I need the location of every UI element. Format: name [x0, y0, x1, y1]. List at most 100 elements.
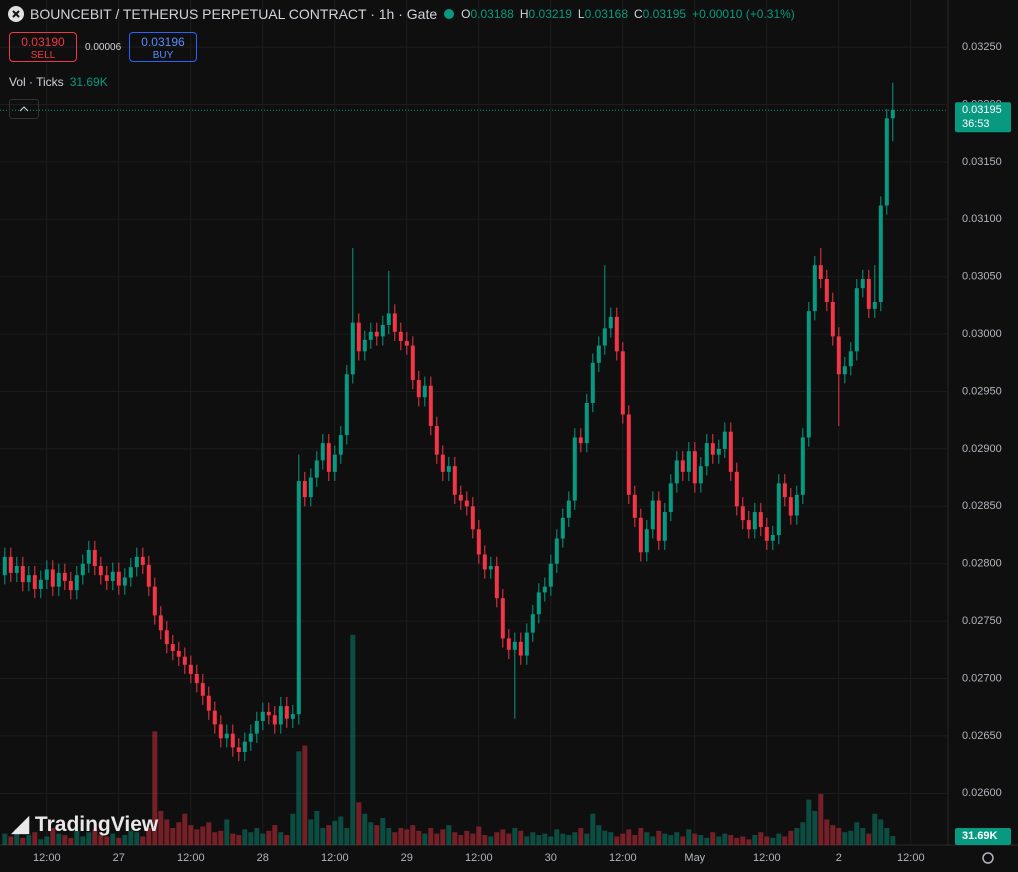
volume-bar — [728, 835, 734, 845]
candle-body — [62, 572, 67, 581]
volume-bar — [470, 833, 476, 845]
volume-bar — [32, 832, 38, 845]
candle-body — [566, 500, 571, 518]
candle-body — [38, 579, 43, 589]
volume-bar — [518, 830, 524, 845]
candle-body — [428, 385, 433, 426]
volume-bar — [440, 829, 446, 845]
volume-bar — [332, 820, 338, 845]
volume-bar — [848, 830, 854, 845]
candle-body — [764, 526, 769, 541]
volume-bar — [218, 830, 224, 845]
c-value: 0.03195 — [642, 7, 687, 21]
y-tick-label: 0.02600 — [962, 787, 1002, 799]
volume-bar — [740, 836, 746, 845]
volume-bar — [686, 829, 692, 845]
candle-body — [482, 554, 487, 570]
candle-body — [584, 402, 589, 444]
volume-bar — [638, 827, 644, 845]
candle-body — [836, 336, 841, 375]
settings-icon[interactable] — [982, 852, 994, 864]
volume-bar — [632, 835, 638, 845]
candle-body — [254, 721, 259, 734]
buy-button[interactable]: 0.03196 BUY — [129, 32, 197, 62]
x-tick-label: 2 — [836, 852, 842, 864]
symbol-icon — [8, 6, 24, 22]
volume-bar — [536, 835, 542, 845]
candle-body — [638, 517, 643, 553]
collapse-button[interactable] — [9, 99, 39, 119]
volume-bar — [374, 825, 380, 845]
candle-body — [194, 673, 199, 684]
candle-body — [74, 575, 79, 591]
volume-bar — [698, 835, 704, 845]
candle-body — [794, 494, 799, 516]
price-badge — [955, 102, 1011, 133]
candle-body — [644, 529, 649, 553]
volume-bar — [368, 822, 374, 845]
x-tick-label: 27 — [113, 852, 125, 864]
candle-body — [440, 454, 445, 472]
volume-bar — [650, 836, 656, 845]
y-tick-label: 0.03050 — [962, 271, 1002, 283]
volume-bar — [566, 835, 572, 845]
volume-bar — [866, 833, 872, 845]
volume-bar — [416, 830, 422, 845]
o-letter: O — [461, 7, 471, 21]
volume-bar — [194, 829, 200, 845]
candle-body — [716, 448, 721, 455]
l-value: 0.03168 — [584, 7, 628, 21]
x-tick-label: 12:00 — [33, 852, 61, 864]
o-value: 0.03188 — [470, 7, 514, 21]
y-tick-label: 0.02850 — [962, 500, 1002, 512]
y-tick-label: 0.03150 — [962, 156, 1002, 168]
candle-body — [452, 466, 457, 495]
volume-bar — [704, 837, 710, 845]
volume-bar — [656, 830, 662, 845]
candle-body — [818, 265, 823, 279]
status-dot — [444, 9, 455, 19]
volume-bar — [818, 793, 824, 845]
candle-body — [710, 443, 715, 455]
volume-bar — [260, 833, 266, 845]
candle-body — [140, 556, 145, 565]
x-tick-label: 12:00 — [897, 852, 925, 864]
y-tick-label: 0.03000 — [962, 328, 1002, 340]
volume-bar — [86, 832, 92, 845]
candle-body — [314, 460, 319, 478]
candle-body — [554, 538, 559, 564]
sell-button[interactable]: 0.03190 SELL — [9, 32, 77, 62]
volume-bar — [608, 832, 614, 845]
volume-bar — [128, 830, 134, 845]
volume-bar — [158, 810, 164, 845]
volume-bar — [212, 832, 218, 845]
volume-bar — [20, 837, 26, 845]
volume-bar — [884, 827, 890, 845]
volume-bar — [80, 836, 86, 845]
candle-body — [296, 481, 301, 715]
candle-body — [680, 460, 685, 472]
candle-body — [686, 451, 691, 472]
h-letter: H — [519, 7, 529, 21]
candle-body — [218, 724, 223, 739]
candle-body — [782, 483, 787, 498]
candle-body — [44, 569, 49, 580]
volume-bar — [626, 829, 632, 845]
volume-bar — [104, 836, 110, 845]
candle-body — [212, 710, 217, 725]
x-tick-label: 29 — [401, 852, 413, 864]
volume-bar — [314, 810, 320, 845]
volume-bar — [92, 829, 98, 845]
candle-body — [392, 313, 397, 332]
candle-body — [158, 615, 163, 631]
volume-bar — [26, 835, 32, 845]
volume-badge-value: 31.69K — [962, 830, 998, 842]
candle-body — [362, 339, 367, 352]
volume-bar — [662, 833, 668, 845]
candle-body — [746, 520, 751, 530]
volume-bar — [590, 813, 596, 845]
volume-bar — [746, 839, 752, 845]
candle-body — [290, 714, 295, 719]
candle-body — [572, 437, 577, 501]
buy-price: 0.03196 — [141, 35, 185, 49]
